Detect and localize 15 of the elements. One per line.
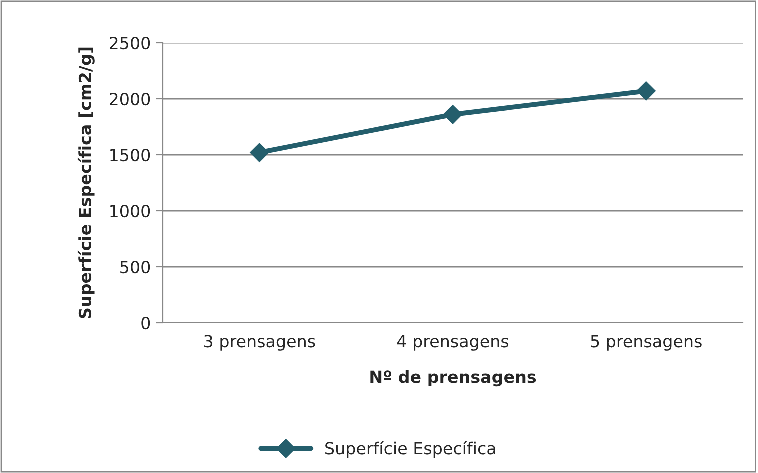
y-axis-title: Superfície Específica [cm2/g] [78,48,95,318]
y-tick-label: 0 [142,316,150,330]
y-tick-label: 2500 [110,36,150,50]
legend-label: Superfície Específica [326,441,496,458]
point [443,104,463,124]
x-axis-title: Nº de prensagens [370,370,536,387]
point [250,142,270,163]
y-tick-label: 1500 [110,148,150,162]
point [636,81,656,101]
y-tick-label: 500 [120,260,150,274]
x-tick-label: 3 prensagens [204,335,316,351]
x-tick-label: 4 prensagens [397,335,509,351]
y-tick-label: 1000 [110,204,150,218]
x-tick-label: 5 prensagens [591,335,702,351]
y-tick-label: 2000 [110,92,150,106]
